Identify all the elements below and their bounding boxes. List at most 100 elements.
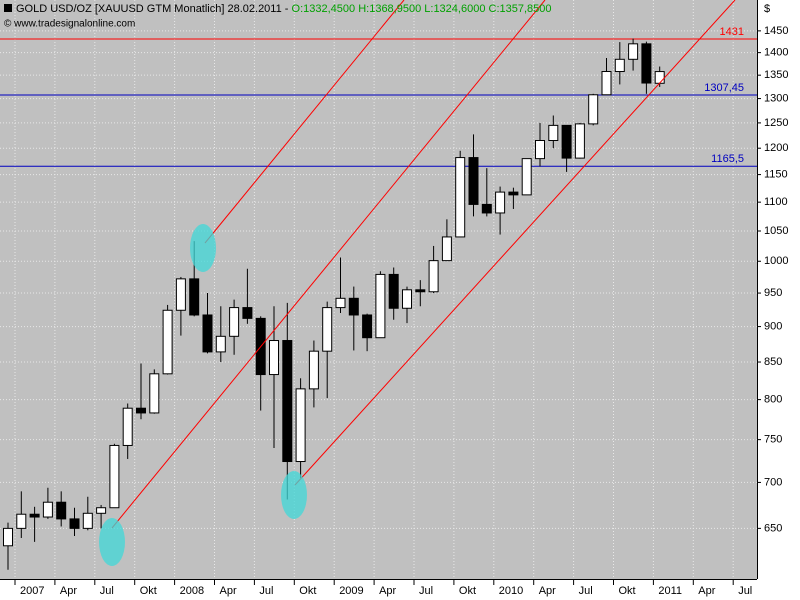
candle-body: [362, 314, 373, 339]
candle-body: [202, 314, 213, 353]
x-tick-label: Jul: [419, 585, 433, 597]
candle-body: [654, 71, 665, 84]
x-tick-label: Okt: [459, 585, 476, 597]
highlight-ellipse: [281, 471, 307, 519]
candle-body: [96, 507, 107, 514]
candle-body: [402, 289, 412, 309]
header-icon: [4, 4, 12, 12]
y-tick-label: 1100: [764, 196, 788, 208]
candle-body: [521, 158, 532, 196]
candle-body: [295, 388, 306, 463]
y-tick-label: 1350: [764, 69, 788, 81]
x-tick-label: Apr: [220, 585, 237, 597]
level-label: 1431: [720, 26, 744, 38]
chart-header: GOLD USD/OZ [XAUUSD GTM Monatlich] 28.02…: [16, 3, 552, 15]
x-tick-label: Jul: [259, 585, 273, 597]
candle-body: [82, 512, 93, 529]
y-tick-label: 1450: [764, 25, 788, 37]
candle-body: [215, 335, 226, 353]
candle-body: [269, 340, 279, 376]
candle-body: [375, 273, 386, 339]
ohlc-close: C:1357,8500: [489, 3, 552, 15]
y-tick-label: 1150: [764, 169, 788, 181]
candle-body: [481, 203, 492, 214]
y-tick-label: 1400: [764, 47, 788, 59]
y-tick-label: 750: [764, 434, 782, 446]
candle-body: [242, 307, 253, 319]
x-tick-label: 2008: [180, 585, 204, 597]
candle-body: [548, 124, 559, 142]
candle-body: [109, 444, 120, 509]
candle-body: [415, 289, 426, 293]
candle-body: [535, 140, 545, 160]
x-tick-label: 2011: [658, 585, 682, 597]
candle-body: [3, 527, 13, 547]
x-tick-label: Jul: [100, 585, 114, 597]
y-tick-label: 1200: [764, 142, 788, 154]
level-label: 1165,5: [711, 153, 744, 165]
candle-body: [614, 58, 625, 73]
y-tick-label: 650: [764, 522, 782, 534]
x-tick-label: Jul: [579, 585, 593, 597]
trend-line: [294, 0, 736, 486]
chart-subtitle: © www.tradesignalonline.com: [4, 19, 135, 30]
y-tick-label: 850: [764, 356, 782, 368]
x-tick-label: Okt: [299, 585, 316, 597]
y-tick-label: 800: [764, 394, 782, 406]
x-tick-label: Apr: [379, 585, 396, 597]
y-tick-label: 1250: [764, 117, 788, 129]
x-tick-label: Okt: [140, 585, 157, 597]
candle-body: [56, 501, 67, 520]
x-tick-label: 2010: [499, 585, 523, 597]
candle-body: [561, 124, 572, 159]
y-tick-label: 1000: [764, 255, 788, 267]
candle-body: [136, 407, 146, 414]
trend-line: [204, 0, 405, 244]
candle-body: [122, 407, 133, 446]
x-tick-label: 2009: [339, 585, 363, 597]
x-tick-label: Jul: [738, 585, 752, 597]
ohlc-low: L:1324,6000: [424, 3, 485, 15]
candle-body: [388, 273, 399, 309]
candle-body: [601, 71, 612, 96]
candle-body: [308, 350, 319, 390]
x-tick-label: Apr: [698, 585, 715, 597]
chart-title: GOLD USD/OZ [XAUUSD GTM Monatlich] 28.02…: [16, 3, 289, 15]
candle-body: [428, 260, 439, 293]
y-tick-label: 950: [764, 287, 782, 299]
y-tick-label: 700: [764, 476, 782, 488]
y-tick-label: 1300: [764, 92, 788, 104]
candle-body: [149, 373, 160, 414]
candle-body: [495, 191, 506, 214]
x-tick-label: 2007: [20, 585, 44, 597]
candle-body: [282, 340, 293, 463]
x-tick-label: Apr: [60, 585, 77, 597]
trend-line: [111, 0, 546, 529]
y-tick-label: 1050: [764, 225, 788, 237]
highlights: [99, 224, 307, 566]
x-tick-label: Okt: [619, 585, 636, 597]
level-label: 1307,45: [704, 82, 744, 94]
highlight-ellipse: [99, 518, 125, 566]
y-tick-label: 900: [764, 320, 782, 332]
trend-lines: [111, 0, 736, 529]
candle-body: [588, 94, 599, 125]
candle-body: [189, 278, 200, 316]
ohlc-open: O:1332,4500: [292, 3, 356, 15]
candle-body: [574, 123, 585, 159]
candle-body: [628, 43, 639, 60]
candle-body: [322, 307, 333, 352]
candle-body: [455, 157, 466, 238]
candle-body: [42, 501, 53, 518]
highlight-ellipse: [190, 224, 216, 272]
candle-body: [441, 236, 452, 262]
candle-body: [229, 307, 240, 337]
candle-body: [69, 518, 80, 529]
candle-body: [335, 297, 346, 309]
x-tick-label: Apr: [539, 585, 556, 597]
candle-body: [508, 191, 519, 196]
candle-body: [162, 309, 173, 375]
ohlc-high: H:1368,9500: [358, 3, 421, 15]
candle-body: [348, 297, 359, 316]
